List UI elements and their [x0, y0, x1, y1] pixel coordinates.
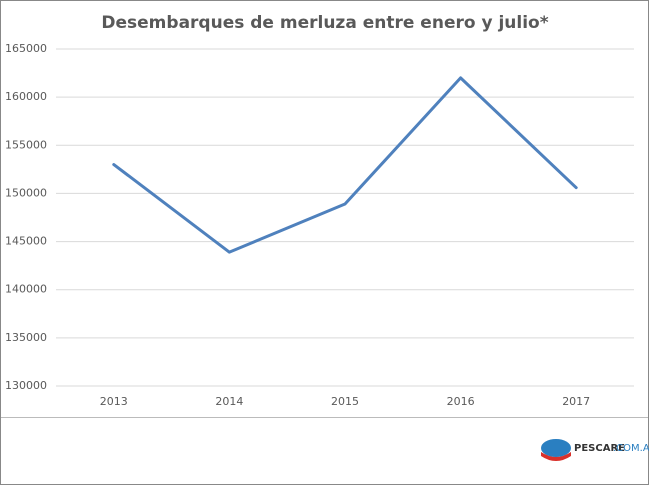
logo: PESCARE .COM.AR [541, 439, 649, 461]
x-tick-label: 2014 [215, 395, 243, 408]
logo-wave [541, 452, 571, 461]
x-tick-label: 2015 [331, 395, 359, 408]
chart-title: Desembarques de merluza entre enero y ju… [101, 13, 548, 33]
y-tick-label: 140000 [5, 283, 47, 296]
x-tick-label: 2013 [100, 395, 128, 408]
y-tick-label: 155000 [5, 138, 47, 151]
x-tick-label: 2016 [447, 395, 475, 408]
y-tick-label: 160000 [5, 90, 47, 103]
y-tick-label: 130000 [5, 379, 47, 392]
logo-domain: .COM.AR [613, 443, 649, 454]
x-tick-label: 2017 [562, 395, 590, 408]
y-tick-label: 145000 [5, 235, 47, 248]
y-tick-label: 135000 [5, 331, 47, 344]
line-series [112, 76, 578, 254]
logo-icon [541, 439, 571, 457]
y-tick-label: 165000 [5, 42, 47, 55]
logo-name: PESCARE [574, 443, 625, 454]
y-tick-label: 150000 [5, 186, 47, 199]
